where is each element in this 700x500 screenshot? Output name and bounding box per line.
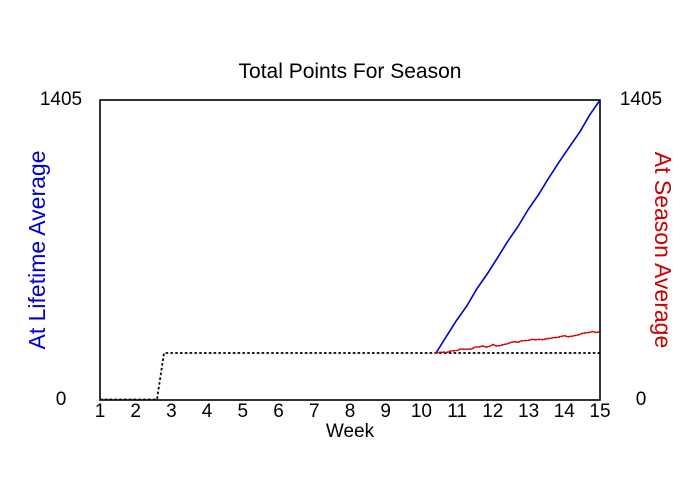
svg-text:11: 11 [447, 401, 467, 422]
svg-text:1405: 1405 [40, 89, 82, 110]
svg-text:Week: Week [326, 421, 375, 442]
svg-text:8: 8 [345, 401, 356, 422]
svg-text:At Lifetime Average: At Lifetime Average [24, 150, 50, 349]
svg-text:6: 6 [273, 401, 284, 422]
svg-text:3: 3 [166, 401, 177, 422]
svg-text:0: 0 [56, 389, 67, 410]
svg-text:2: 2 [130, 401, 141, 422]
svg-text:10: 10 [411, 401, 432, 422]
svg-text:14: 14 [554, 401, 576, 422]
svg-text:0: 0 [636, 389, 647, 410]
svg-text:1405: 1405 [620, 89, 662, 110]
svg-text:1: 1 [95, 401, 106, 422]
svg-text:7: 7 [309, 401, 320, 422]
svg-text:9: 9 [380, 401, 391, 422]
svg-text:At Season Average: At Season Average [650, 152, 676, 349]
svg-text:15: 15 [589, 401, 610, 422]
svg-text:13: 13 [518, 401, 539, 422]
svg-text:Total Points For Season: Total Points For Season [239, 60, 462, 83]
svg-text:5: 5 [238, 401, 249, 422]
svg-text:12: 12 [482, 401, 503, 422]
svg-text:4: 4 [202, 401, 213, 422]
